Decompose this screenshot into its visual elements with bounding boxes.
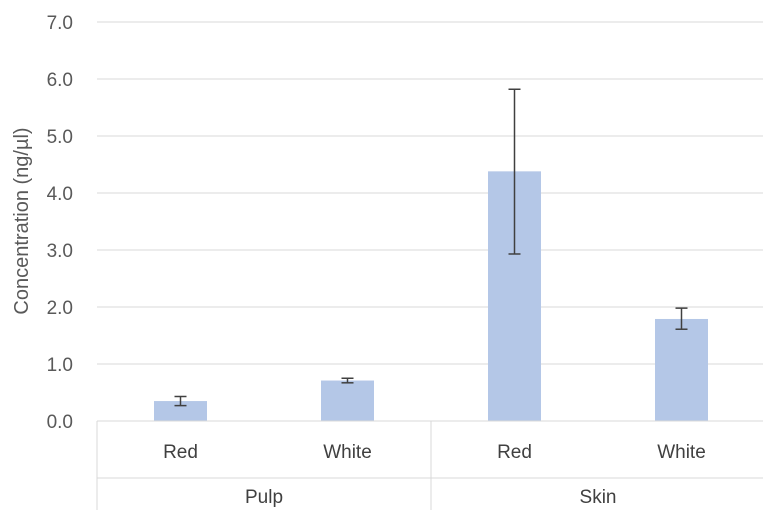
error-bar [341, 377, 354, 384]
bar [154, 401, 207, 421]
category-label: White [657, 442, 706, 463]
group-label: Skin [580, 487, 617, 508]
category-label: White [323, 442, 372, 463]
y-axis-label: Concentration (ng/µl) [11, 127, 33, 314]
y-tick-label: 5.0 [47, 127, 73, 148]
bar [655, 318, 708, 421]
y-tick-label: 3.0 [47, 241, 73, 262]
category-label: Red [163, 442, 198, 463]
bar [321, 380, 374, 421]
bars [154, 171, 708, 421]
y-tick-label: 6.0 [47, 70, 73, 91]
error-bar [174, 395, 187, 407]
gridlines [97, 21, 763, 365]
y-tick-label: 1.0 [47, 355, 73, 376]
error-bars [174, 88, 688, 407]
category-axis [96, 420, 763, 510]
y-axis-tick-labels: 0.0 1.0 2.0 3.0 4.0 5.0 6.0 7.0 [47, 13, 73, 433]
error-bar [675, 307, 688, 330]
category-label: Red [497, 442, 532, 463]
y-tick-label: 2.0 [47, 298, 73, 319]
error-bar [508, 88, 521, 255]
category-labels: Red White Red White Pulp Skin [163, 442, 706, 508]
group-label: Pulp [245, 487, 283, 508]
y-tick-label: 7.0 [47, 13, 73, 34]
y-tick-label: 4.0 [47, 184, 73, 205]
y-tick-label: 0.0 [47, 412, 73, 433]
